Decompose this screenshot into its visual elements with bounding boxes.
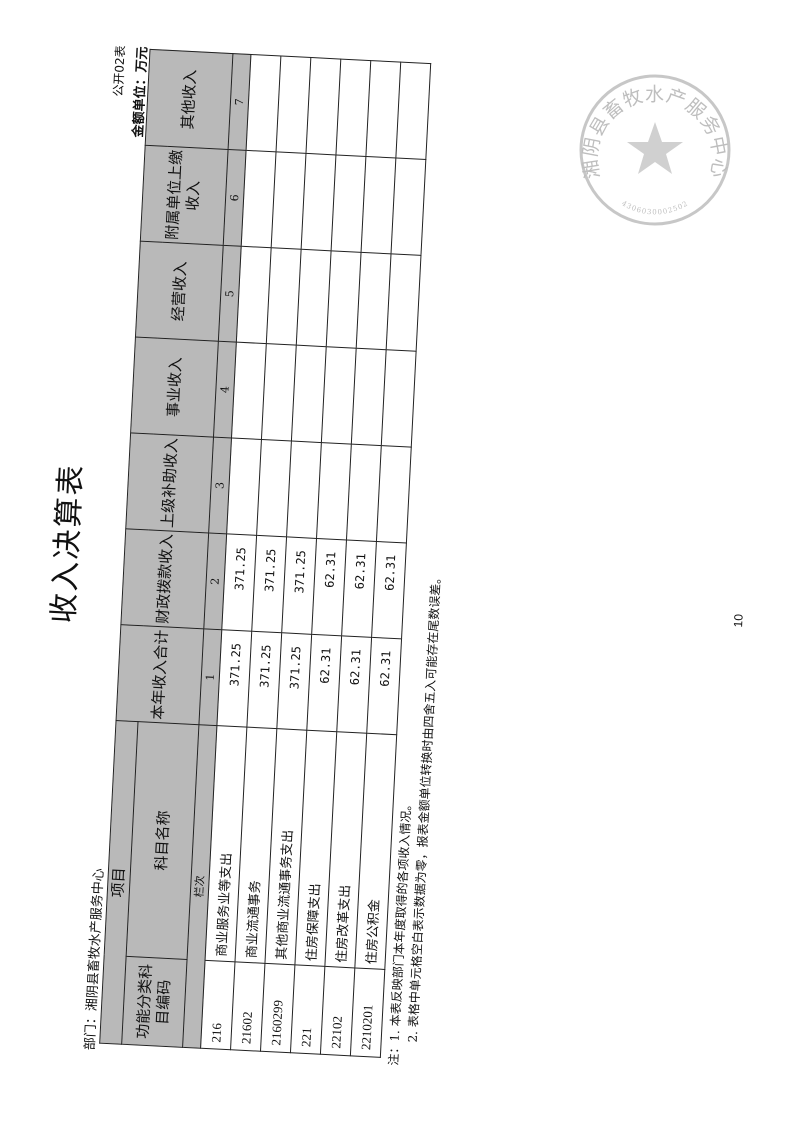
cell-value	[271, 151, 306, 250]
column-header: 财政拨款收入	[120, 528, 209, 629]
cell-value	[365, 60, 401, 158]
cell-value	[246, 54, 281, 152]
cell-value	[301, 153, 336, 251]
cell-value	[395, 62, 431, 160]
column-header: 其他收入	[145, 49, 233, 150]
cell-code: 2160299	[260, 963, 295, 1053]
cell-code: 21602	[230, 961, 265, 1052]
cell-value	[331, 154, 366, 253]
cell-value	[316, 442, 352, 540]
cell-code: 22102	[320, 966, 355, 1056]
column-header: 本年收入合计	[116, 624, 204, 725]
official-seal: 湘阴县畜牧水产服务中心 4306030002502	[579, 74, 731, 226]
cell-value	[321, 346, 357, 445]
cell-value	[335, 59, 371, 157]
cell-value	[266, 247, 302, 346]
cell-value	[391, 157, 426, 256]
form-number: 公开02表	[111, 45, 128, 97]
cell-value	[351, 348, 387, 446]
cell-value	[305, 57, 341, 155]
cell-code: 2210201	[350, 967, 385, 1058]
cell-code: 216	[200, 960, 235, 1050]
cell-code: 221	[290, 964, 325, 1055]
cell-value	[256, 439, 292, 537]
cell-value	[346, 444, 382, 542]
header-code: 功能分类科目编码	[121, 956, 188, 1048]
column-header: 经营收入	[135, 241, 224, 342]
cell-value	[376, 445, 412, 543]
cell-value	[361, 156, 396, 254]
cell-value: 62.31	[306, 634, 342, 732]
cell-value	[236, 246, 272, 344]
cell-value	[286, 441, 322, 539]
seal-ring	[579, 74, 731, 226]
column-header: 上级补助收入	[125, 432, 214, 533]
cell-value: 371.25	[246, 631, 282, 729]
page-number: 10	[731, 613, 746, 628]
page-title: 收入决算表	[46, 462, 90, 625]
cell-value: 371.25	[251, 535, 287, 633]
cell-value: 371.25	[281, 536, 317, 635]
cell-value: 62.31	[371, 541, 407, 639]
cell-value	[381, 349, 417, 448]
cell-value: 62.31	[311, 538, 347, 636]
cell-value	[276, 56, 311, 154]
cell-value: 62.31	[341, 539, 377, 638]
column-header: 事业收入	[130, 337, 219, 438]
cell-value	[231, 342, 267, 440]
seal-number: 4306030002502	[620, 199, 689, 216]
income-table: 项目 本年收入合计 财政拨款收入 上级补助收入 事业收入 经营收入 附属单位上缴收入 其他收入…	[99, 49, 431, 1058]
column-header: 附属单位上缴收入	[140, 145, 229, 246]
cell-value	[226, 437, 262, 536]
cell-value: 62.31	[336, 635, 372, 734]
svg-text:4306030002502: 4306030002502	[620, 199, 690, 216]
cell-value: 371.25	[276, 632, 312, 731]
cell-value	[296, 249, 332, 347]
star-icon	[627, 122, 683, 174]
cell-value	[386, 253, 421, 352]
cell-value	[291, 345, 327, 443]
cell-value: 62.31	[366, 637, 402, 735]
cell-value	[356, 252, 392, 350]
cell-value	[326, 250, 362, 349]
cell-value: 371.25	[216, 629, 252, 728]
cell-value	[241, 150, 277, 248]
cell-value: 371.25	[221, 533, 257, 632]
cell-value	[261, 343, 297, 442]
